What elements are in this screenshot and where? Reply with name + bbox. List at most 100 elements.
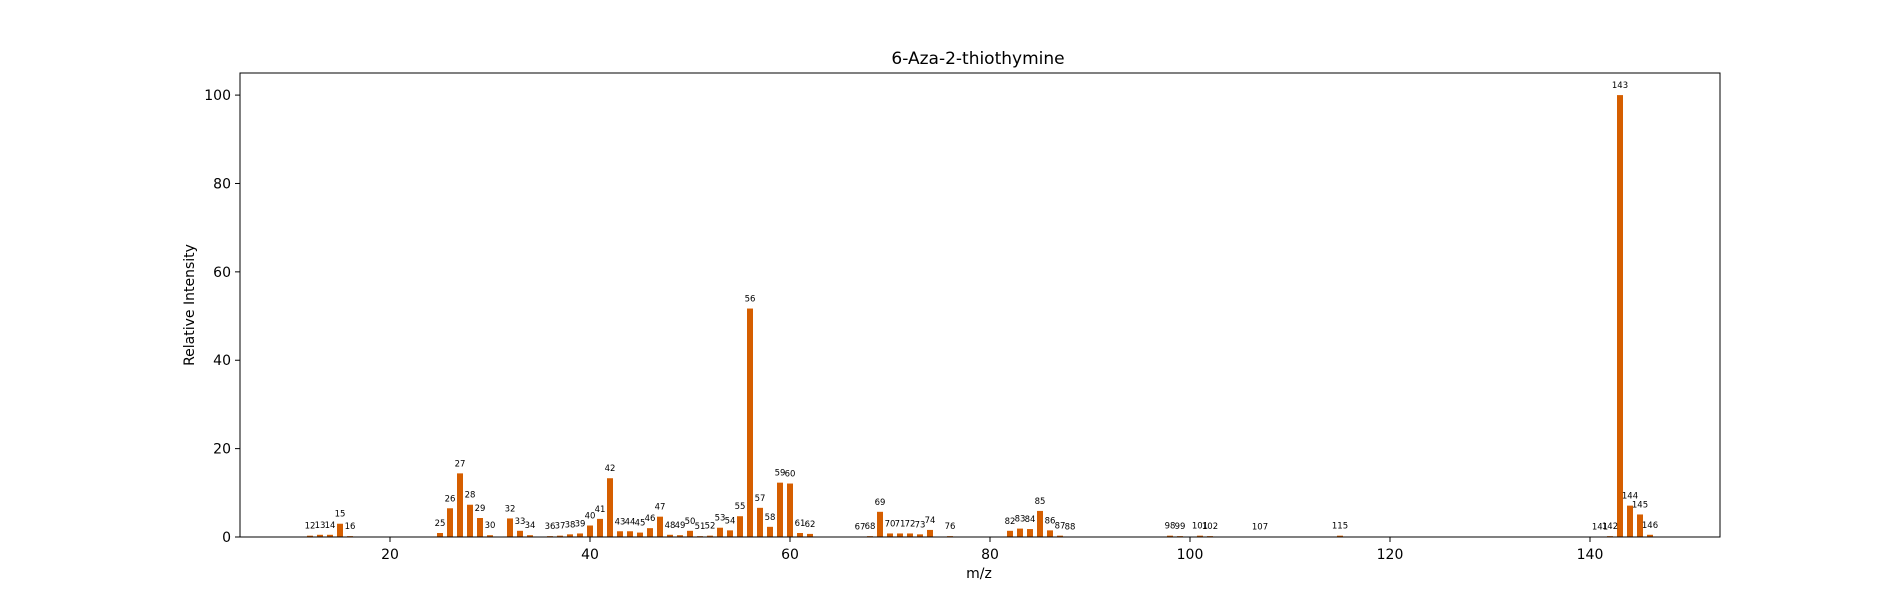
bar-label-mz-28: 28 <box>465 491 476 501</box>
bar-label-mz-115: 115 <box>1332 522 1348 532</box>
bar-label-mz-84: 84 <box>1025 515 1036 525</box>
x-axis-ticks: 20 40 60 80 100 120 140 <box>381 537 1603 563</box>
bar-mz-41 <box>597 518 603 537</box>
bar-mz-25 <box>437 533 443 537</box>
bar-label-mz-59: 59 <box>775 469 786 479</box>
y-tick-label: 20 <box>213 442 231 458</box>
y-tick-label: 60 <box>213 265 231 281</box>
bar-label-mz-145: 145 <box>1632 500 1648 510</box>
bar-label-mz-36: 36 <box>545 522 556 532</box>
bar-label-mz-70: 70 <box>885 519 896 529</box>
bar-label-mz-101: 101 <box>1192 522 1208 532</box>
bar-mz-146 <box>1647 534 1653 537</box>
x-tick-label: 120 <box>1377 547 1404 563</box>
bar-label-mz-34: 34 <box>525 521 536 531</box>
bar-mz-145 <box>1637 514 1643 537</box>
bar-mz-56 <box>747 308 753 537</box>
chart-title: 6-Aza-2-thiothymine <box>891 49 1064 69</box>
bar-mz-34 <box>527 535 533 537</box>
x-tick-label: 20 <box>381 547 399 563</box>
bar-label-mz-50: 50 <box>685 517 696 527</box>
bar-label-mz-88: 88 <box>1065 523 1076 533</box>
bar-label-mz-16: 16 <box>345 522 356 532</box>
bar-label-mz-141: 141 <box>1592 523 1608 533</box>
bar-mz-40 <box>587 525 593 537</box>
bar-label-mz-26: 26 <box>445 494 456 504</box>
bar-mz-143 <box>1617 95 1623 537</box>
bar-mz-53 <box>717 527 723 537</box>
bar-label-mz-41: 41 <box>595 505 606 515</box>
bar-mz-144 <box>1627 505 1633 537</box>
bar-mz-13 <box>317 534 323 537</box>
bar-mz-115 <box>1337 535 1343 537</box>
bars-group <box>307 95 1653 537</box>
bar-mz-29 <box>477 518 483 537</box>
bar-label-mz-45: 45 <box>635 519 646 529</box>
bar-label-mz-12: 12 <box>305 522 316 532</box>
bar-mz-14 <box>327 534 333 537</box>
bar-mz-50 <box>687 530 693 537</box>
bar-mz-83 <box>1017 528 1023 537</box>
bar-mz-15 <box>337 523 343 537</box>
bar-label-mz-76: 76 <box>945 522 956 532</box>
bar-label-mz-143: 143 <box>1612 81 1628 91</box>
bar-mz-62 <box>807 533 813 537</box>
bar-label-mz-43: 43 <box>615 517 626 527</box>
plot-frame <box>239 72 1721 538</box>
bar-mz-39 <box>577 533 583 537</box>
bar-label-mz-27: 27 <box>455 459 466 469</box>
bar-mz-47 <box>657 516 663 537</box>
bar-label-mz-146: 146 <box>1642 521 1658 531</box>
bar-label-mz-98: 98 <box>1165 522 1176 532</box>
bar-label-mz-42: 42 <box>605 464 616 474</box>
bar-mz-84 <box>1027 529 1033 537</box>
bar-mz-54 <box>727 530 733 537</box>
x-tick-label: 100 <box>1177 547 1204 563</box>
bar-mz-46 <box>647 528 653 537</box>
bar-mz-85 <box>1037 510 1043 537</box>
bar-label-mz-51: 51 <box>695 522 706 532</box>
bar-label-mz-68: 68 <box>865 522 876 532</box>
bar-mz-73 <box>917 534 923 537</box>
y-axis-label: Relative Intensity <box>182 244 198 366</box>
bar-mz-45 <box>637 532 643 537</box>
bar-label-mz-47: 47 <box>655 503 666 513</box>
bar-label-mz-30: 30 <box>485 521 496 531</box>
bar-mz-71 <box>897 533 903 537</box>
bar-mz-43 <box>617 531 623 537</box>
bar-mz-44 <box>627 531 633 537</box>
y-axis-ticks: 0 20 40 60 80 100 <box>204 88 240 546</box>
bar-label-mz-39: 39 <box>575 519 586 529</box>
bar-label-mz-38: 38 <box>565 520 576 530</box>
bar-label-mz-74: 74 <box>925 516 936 526</box>
bar-label-mz-62: 62 <box>805 520 816 530</box>
bar-label-mz-33: 33 <box>515 517 526 527</box>
bar-label-mz-52: 52 <box>705 522 716 532</box>
bar-label-mz-49: 49 <box>675 521 686 531</box>
bar-mz-38 <box>567 534 573 537</box>
bar-mz-70 <box>887 533 893 537</box>
bar-label-mz-54: 54 <box>725 516 736 526</box>
bar-label-mz-55: 55 <box>735 502 746 512</box>
y-tick-label: 0 <box>222 530 231 546</box>
bar-label-mz-72: 72 <box>905 519 916 529</box>
bar-mz-59 <box>777 482 783 537</box>
bar-label-mz-37: 37 <box>555 522 566 532</box>
y-tick-label: 80 <box>213 176 231 192</box>
bar-mz-27 <box>457 473 463 537</box>
bar-label-mz-57: 57 <box>755 494 766 504</box>
bar-mz-58 <box>767 526 773 537</box>
bar-label-mz-48: 48 <box>665 521 676 531</box>
bar-label-mz-14: 14 <box>325 521 336 531</box>
bar-mz-37 <box>557 535 563 537</box>
bar-label-mz-40: 40 <box>585 512 596 522</box>
bar-mz-86 <box>1047 530 1053 537</box>
bar-mz-69 <box>877 511 883 537</box>
bar-label-mz-46: 46 <box>645 514 656 524</box>
bar-label-mz-67: 67 <box>855 523 866 533</box>
bar-mz-87 <box>1057 535 1063 537</box>
bar-mz-48 <box>667 534 673 537</box>
